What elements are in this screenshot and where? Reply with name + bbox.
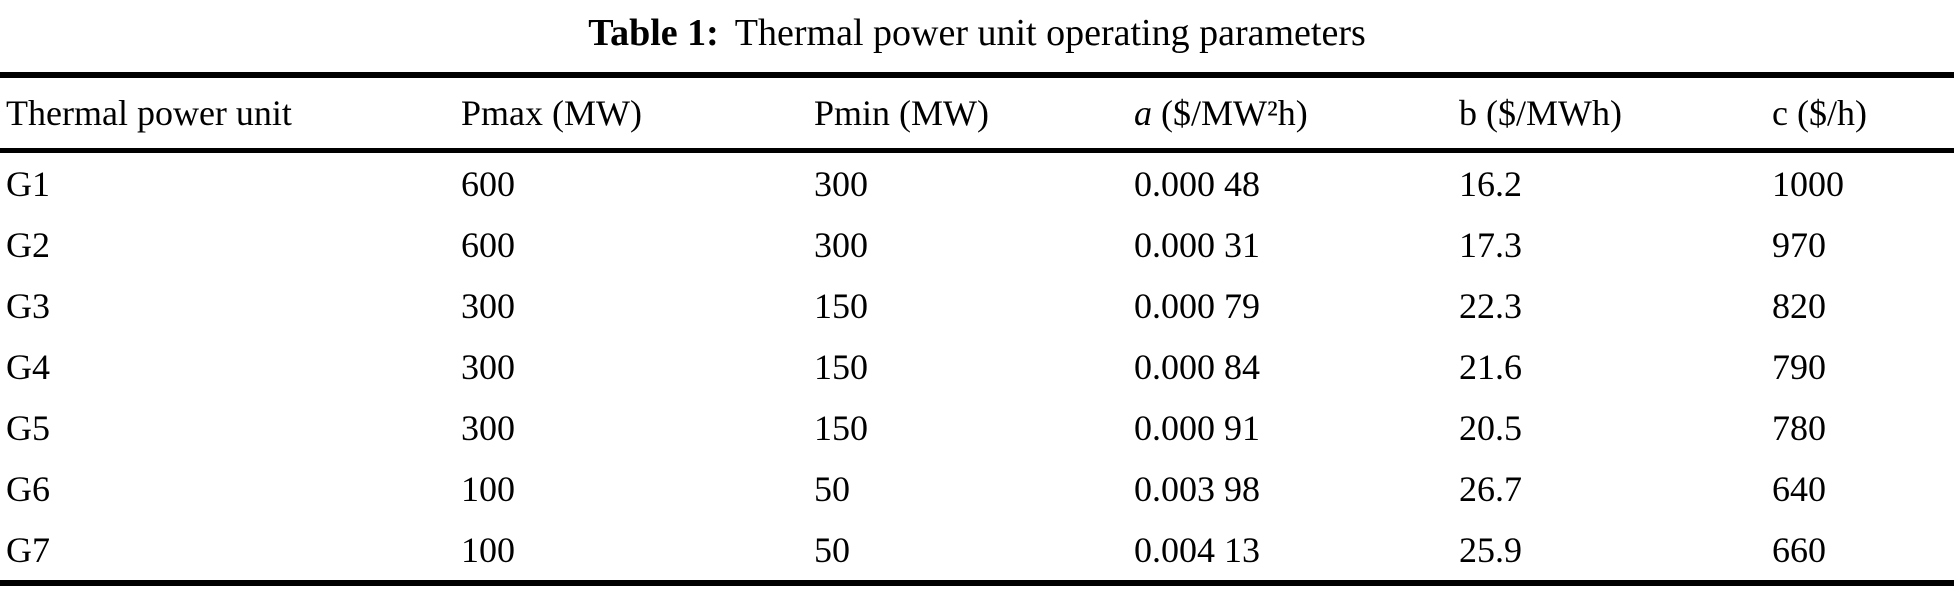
table-caption-number: Table 1: bbox=[588, 12, 719, 54]
table-cell: G6 bbox=[6, 468, 50, 509]
table-cell: 300 bbox=[461, 285, 515, 326]
table-cell: 0.004 13 bbox=[1134, 529, 1260, 570]
table-cell: 150 bbox=[814, 407, 868, 448]
table-top-rule bbox=[0, 72, 1954, 78]
table-cell: 100 bbox=[461, 529, 515, 570]
table-cell: 640 bbox=[1772, 468, 1826, 509]
table-cell: 25.9 bbox=[1459, 529, 1522, 570]
table-caption: Table 1: Thermal power unit operating par… bbox=[0, 0, 1954, 64]
table-cell: 300 bbox=[814, 163, 868, 204]
table-cell: 0.003 98 bbox=[1134, 468, 1260, 509]
table-cell: G2 bbox=[6, 224, 50, 265]
table-row-g3: G3 300 150 0.000 79 22.3 820 bbox=[0, 275, 1954, 336]
table-cell: G1 bbox=[6, 163, 50, 204]
header-a-coefficient: a ($/MW²h) bbox=[1128, 95, 1453, 131]
table-cell: 600 bbox=[461, 163, 515, 204]
header-thermal-power-unit: Thermal power unit bbox=[6, 93, 292, 133]
table-cell: 20.5 bbox=[1459, 407, 1522, 448]
header-a-variable: a bbox=[1134, 93, 1152, 133]
table-cell: 26.7 bbox=[1459, 468, 1522, 509]
table-caption-text: Thermal power unit operating parameters bbox=[734, 12, 1366, 54]
table-cell: 100 bbox=[461, 468, 515, 509]
table-row-g1: G1 600 300 0.000 48 16.2 1000 bbox=[0, 153, 1954, 214]
header-c-coefficient: c ($/h) bbox=[1772, 93, 1867, 133]
table-cell: 600 bbox=[461, 224, 515, 265]
table-cell: 300 bbox=[814, 224, 868, 265]
table-cell: 790 bbox=[1772, 346, 1826, 387]
table-row-g6: G6 100 50 0.003 98 26.7 640 bbox=[0, 458, 1954, 519]
header-b-coefficient: b ($/MWh) bbox=[1459, 93, 1622, 133]
table-cell: 0.000 79 bbox=[1134, 285, 1260, 326]
table-cell: 21.6 bbox=[1459, 346, 1522, 387]
table-row-g5: G5 300 150 0.000 91 20.5 780 bbox=[0, 397, 1954, 458]
header-a-unit: ($/MW²h) bbox=[1152, 93, 1308, 133]
table-cell: 150 bbox=[814, 285, 868, 326]
table-cell: 660 bbox=[1772, 529, 1826, 570]
header-pmax: Pmax (MW) bbox=[461, 93, 642, 133]
table-cell: G4 bbox=[6, 346, 50, 387]
table-cell: G3 bbox=[6, 285, 50, 326]
table-cell: 150 bbox=[814, 346, 868, 387]
table-cell: 0.000 84 bbox=[1134, 346, 1260, 387]
table-row-g4: G4 300 150 0.000 84 21.6 790 bbox=[0, 336, 1954, 397]
table-cell: 0.000 48 bbox=[1134, 163, 1260, 204]
table-cell: G7 bbox=[6, 529, 50, 570]
table-cell: 820 bbox=[1772, 285, 1826, 326]
table-row-g2: G2 600 300 0.000 31 17.3 970 bbox=[0, 214, 1954, 275]
table-row-g7: G7 100 50 0.004 13 25.9 660 bbox=[0, 519, 1954, 580]
table-cell: 0.000 91 bbox=[1134, 407, 1260, 448]
table-cell: 0.000 31 bbox=[1134, 224, 1260, 265]
table-cell: 970 bbox=[1772, 224, 1826, 265]
table-cell: 17.3 bbox=[1459, 224, 1522, 265]
table-cell: 22.3 bbox=[1459, 285, 1522, 326]
table-cell: 300 bbox=[461, 407, 515, 448]
header-pmin: Pmin (MW) bbox=[814, 93, 989, 133]
table-cell: G5 bbox=[6, 407, 50, 448]
table-cell: 780 bbox=[1772, 407, 1826, 448]
table-header-row: Thermal power unit Pmax (MW) Pmin (MW) a… bbox=[0, 78, 1954, 148]
table-cell: 16.2 bbox=[1459, 163, 1522, 204]
table-cell: 50 bbox=[814, 529, 850, 570]
table-cell: 1000 bbox=[1772, 163, 1844, 204]
table-body: G1 600 300 0.000 48 16.2 1000 G2 600 300 0.000 31… bbox=[0, 153, 1954, 580]
table-header-rule bbox=[0, 148, 1954, 153]
table-cell: 50 bbox=[814, 468, 850, 509]
table-cell: 300 bbox=[461, 346, 515, 387]
table-bottom-rule bbox=[0, 580, 1954, 586]
parameters-table: Thermal power unit Pmax (MW) Pmin (MW) a… bbox=[0, 72, 1954, 586]
